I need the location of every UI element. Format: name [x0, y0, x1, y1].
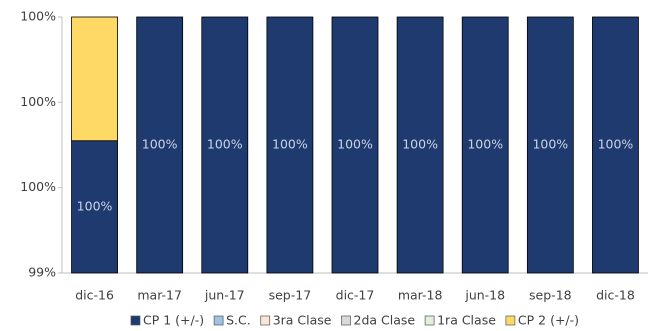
x-tick-label: dic-16 [75, 288, 114, 303]
data-label: 100% [77, 198, 113, 213]
x-tick-label: dic-17 [336, 288, 375, 303]
bar-segment [266, 16, 314, 274]
legend-label: 2da Clase [354, 313, 416, 328]
x-tick-label: sep-17 [269, 288, 312, 303]
bar-segment [331, 16, 379, 274]
x-tick-label: sep-18 [529, 288, 572, 303]
legend: CP 1 (+/-) S.C. 3ra Clase 2da Clase 1ra Clas… [130, 313, 579, 328]
bar-segment [526, 16, 574, 274]
y-tick-label: 99% [28, 265, 56, 280]
bar-segment [71, 140, 118, 274]
x-tick-label: mar-18 [398, 288, 443, 303]
legend-label: 3ra Clase [273, 313, 332, 328]
legend-label: 1ra Clase [437, 313, 496, 328]
data-label: 100% [467, 137, 503, 152]
x-tick-label: mar-17 [137, 288, 182, 303]
legend-swatch [130, 315, 141, 326]
legend-swatch [213, 315, 224, 326]
legend-swatch [341, 315, 351, 326]
legend-swatch [424, 315, 435, 326]
y-tick-label: 100% [20, 179, 56, 194]
legend-label: S.C. [226, 313, 251, 328]
data-label: 100% [142, 137, 178, 152]
bar-segment [201, 16, 249, 274]
legend-swatch [505, 315, 516, 326]
bar-segment [461, 16, 509, 274]
bar-segment [71, 16, 118, 142]
legend-swatch [260, 315, 271, 326]
data-label: 100% [337, 137, 373, 152]
x-tick-label: jun-18 [464, 288, 505, 303]
data-label: 100% [207, 137, 243, 152]
data-label: 100% [272, 137, 308, 152]
bar-segment [396, 16, 444, 274]
bar-segment [136, 16, 184, 274]
data-label: 100% [598, 137, 634, 152]
legend-label: CP 1 (+/-) [143, 313, 204, 328]
y-tick-label: 100% [20, 94, 56, 109]
x-tick-label: jun-17 [204, 288, 245, 303]
bar-segment [592, 16, 639, 274]
legend-label: CP 2 (+/-) [518, 313, 579, 328]
data-label: 100% [532, 137, 568, 152]
y-tick-label: 100% [20, 9, 56, 24]
x-tick-label: dic-18 [596, 288, 635, 303]
data-label: 100% [402, 137, 438, 152]
